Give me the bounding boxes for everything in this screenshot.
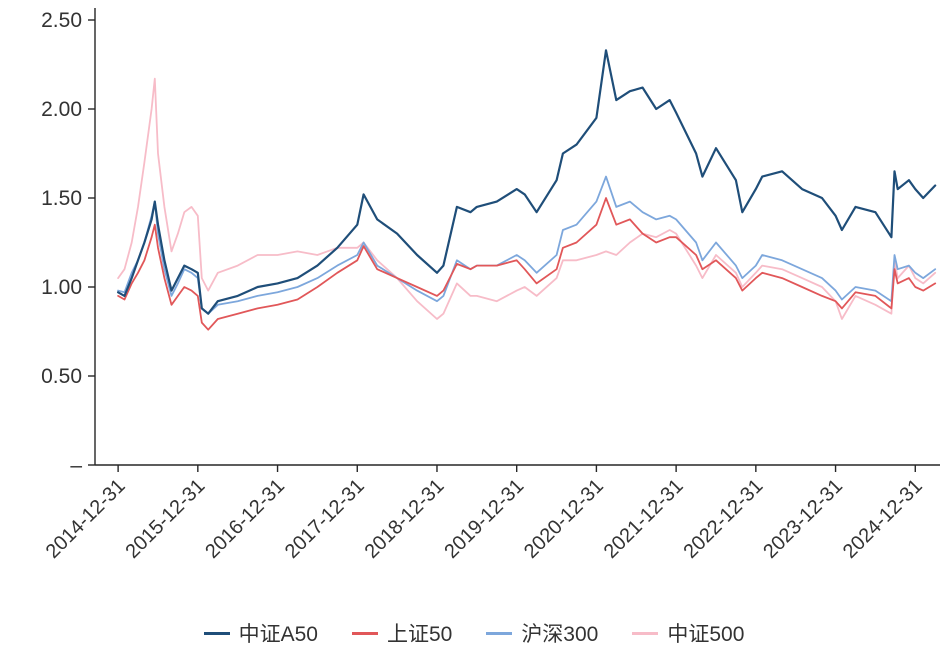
legend-line-swatch-csi-a50 [203,631,230,635]
legend-label-hs300: 沪深300 [521,623,599,646]
svg-text:2022-12-31: 2022-12-31 [679,475,767,563]
svg-text:2020-12-31: 2020-12-31 [520,475,608,563]
svg-text:2024-12-31: 2024-12-31 [839,475,927,563]
svg-text:–: – [70,454,82,477]
legend-line-swatch-csi500 [632,631,659,635]
legend-label-csi500: 中证500 [667,623,745,646]
legend-line-swatch-hs300 [486,631,513,635]
svg-text:2023-12-31: 2023-12-31 [759,475,847,563]
legend-item-hs300: 沪深300 [486,618,598,648]
legend-item-csi500: 中证500 [632,618,744,648]
legend-item-sse50: 上证50 [351,618,453,648]
svg-text:1.00: 1.00 [41,276,82,299]
svg-text:2.50: 2.50 [41,9,82,32]
svg-text:2.00: 2.00 [41,98,82,121]
legend-label-sse50: 上证50 [386,623,453,646]
legend-label-csi-a50: 中证A50 [238,623,318,646]
svg-text:2019-12-31: 2019-12-31 [440,475,528,563]
svg-text:1.50: 1.50 [41,187,82,210]
svg-text:2021-12-31: 2021-12-31 [600,475,688,563]
svg-text:2014-12-31: 2014-12-31 [42,475,130,563]
svg-text:2016-12-31: 2016-12-31 [201,475,289,563]
svg-text:2015-12-31: 2015-12-31 [121,475,209,563]
svg-text:2017-12-31: 2017-12-31 [281,475,369,563]
svg-text:2018-12-31: 2018-12-31 [361,475,449,563]
svg-text:0.50: 0.50 [41,365,82,388]
legend-line-swatch-sse50 [351,631,378,635]
chart-legend: 中证A50 上证50 沪深300 中证500 [0,618,948,648]
legend-item-csi-a50: 中证A50 [203,618,318,648]
